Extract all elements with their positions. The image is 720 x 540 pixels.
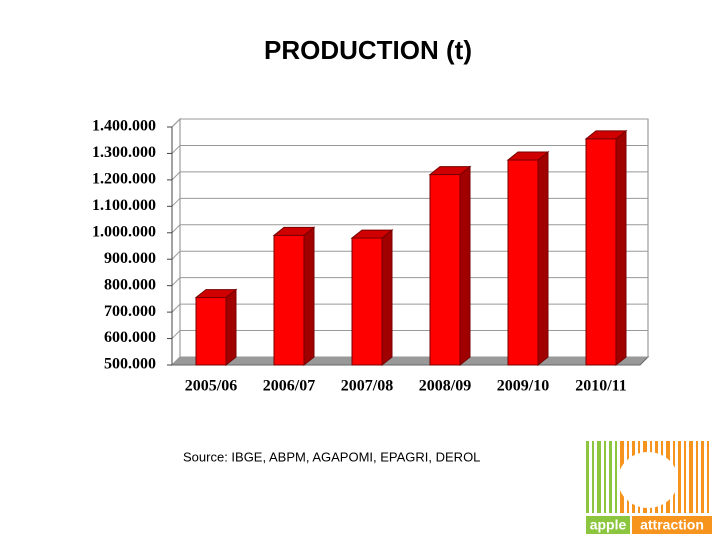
bar — [195, 297, 227, 366]
bar — [585, 138, 617, 366]
side-wall — [171, 117, 181, 367]
grid-line — [171, 250, 648, 260]
x-tick-label: 2008/09 — [419, 378, 471, 395]
grid-line — [171, 197, 648, 207]
logo: apple attraction — [585, 441, 713, 534]
grid-line — [171, 330, 648, 339]
grid-line — [171, 303, 648, 313]
x-tick-label: 2007/08 — [341, 378, 393, 395]
chart-title: PRODUCTION (t) — [264, 35, 472, 65]
bar-side — [225, 288, 237, 367]
logo-text: apple — [590, 517, 627, 533]
bar-side — [303, 226, 315, 367]
y-tick-label: 1.200.000 — [92, 171, 156, 188]
y-tick-label: 1.400.000 — [92, 118, 156, 135]
x-tick-label: 2009/10 — [497, 378, 549, 395]
y-tick-label: 1.000.000 — [92, 223, 156, 240]
bar — [507, 159, 539, 366]
grid-line — [171, 144, 648, 154]
bar — [273, 234, 305, 366]
grid-line — [171, 277, 648, 287]
y-tick-label: 800.000 — [104, 276, 156, 293]
logo-left-bg — [586, 516, 630, 534]
grid-line — [171, 224, 648, 234]
grid-line — [171, 356, 648, 366]
y-tick-label: 500.000 — [104, 356, 156, 373]
bar-side — [537, 151, 549, 367]
grid-line — [171, 118, 648, 128]
logo-text: attraction — [640, 517, 704, 533]
y-tick-label: 1.300.000 — [92, 144, 156, 161]
floor — [170, 356, 650, 366]
grid-line — [171, 171, 648, 181]
y-tick-label: 700.000 — [104, 303, 156, 320]
x-tick-label: 2010/11 — [575, 378, 627, 395]
bar-side — [459, 165, 471, 367]
x-tick-label: 2005/06 — [185, 378, 237, 395]
bar-side — [381, 229, 393, 367]
logo-apple — [618, 452, 678, 508]
x-tick-label: 2006/07 — [263, 378, 315, 395]
back-wall — [179, 118, 649, 358]
source-note: Source: IBGE, ABPM, AGAPOMI, EPAGRI, DER… — [183, 449, 480, 464]
logo-right-bg — [632, 516, 712, 534]
y-tick-label: 1.100.000 — [92, 197, 156, 214]
bar-side — [615, 129, 627, 367]
y-tick-label: 900.000 — [104, 250, 156, 267]
y-tick-label: 600.000 — [104, 329, 156, 346]
bar — [351, 237, 383, 366]
bar — [429, 174, 461, 366]
